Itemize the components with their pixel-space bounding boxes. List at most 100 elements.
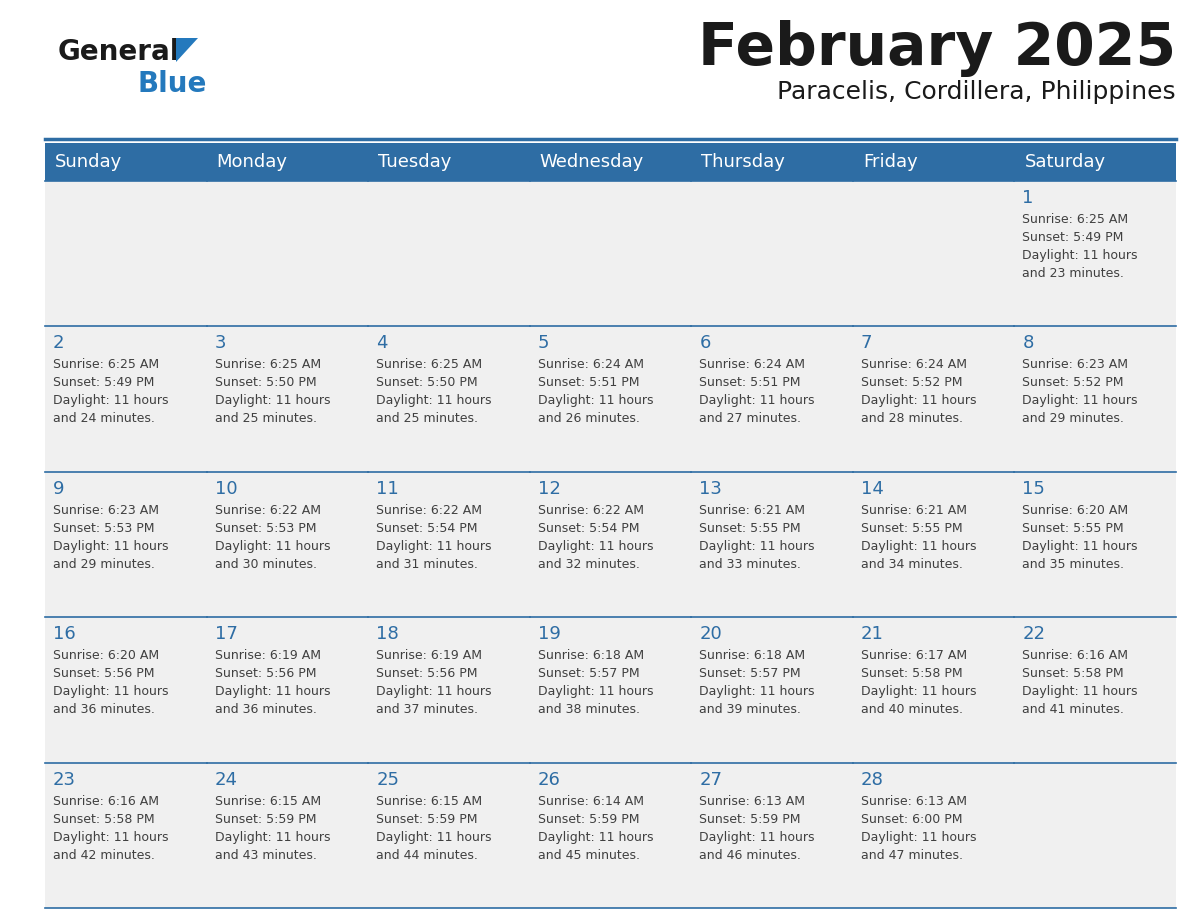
Text: Tuesday: Tuesday bbox=[378, 153, 451, 171]
Bar bbox=[207, 763, 368, 908]
Text: Paracelis, Cordillera, Philippines: Paracelis, Cordillera, Philippines bbox=[777, 80, 1176, 104]
Bar bbox=[530, 472, 691, 617]
Bar bbox=[1015, 617, 1176, 763]
Text: Sunrise: 6:16 AM
Sunset: 5:58 PM
Daylight: 11 hours
and 42 minutes.: Sunrise: 6:16 AM Sunset: 5:58 PM Dayligh… bbox=[53, 795, 169, 862]
Text: 24: 24 bbox=[215, 770, 238, 789]
Bar bbox=[207, 472, 368, 617]
Text: Sunrise: 6:21 AM
Sunset: 5:55 PM
Daylight: 11 hours
and 34 minutes.: Sunrise: 6:21 AM Sunset: 5:55 PM Dayligh… bbox=[861, 504, 977, 571]
Text: Sunrise: 6:18 AM
Sunset: 5:57 PM
Daylight: 11 hours
and 38 minutes.: Sunrise: 6:18 AM Sunset: 5:57 PM Dayligh… bbox=[538, 649, 653, 716]
Text: Sunrise: 6:23 AM
Sunset: 5:53 PM
Daylight: 11 hours
and 29 minutes.: Sunrise: 6:23 AM Sunset: 5:53 PM Dayligh… bbox=[53, 504, 169, 571]
Text: 14: 14 bbox=[861, 480, 884, 498]
Bar bbox=[691, 181, 853, 327]
Text: Sunrise: 6:19 AM
Sunset: 5:56 PM
Daylight: 11 hours
and 37 minutes.: Sunrise: 6:19 AM Sunset: 5:56 PM Dayligh… bbox=[377, 649, 492, 716]
Text: 4: 4 bbox=[377, 334, 387, 353]
Text: Sunrise: 6:13 AM
Sunset: 5:59 PM
Daylight: 11 hours
and 46 minutes.: Sunrise: 6:13 AM Sunset: 5:59 PM Dayligh… bbox=[700, 795, 815, 862]
Bar bbox=[45, 181, 207, 327]
Text: 3: 3 bbox=[215, 334, 226, 353]
Bar bbox=[853, 327, 1015, 472]
Text: Blue: Blue bbox=[138, 70, 208, 98]
Text: Sunrise: 6:25 AM
Sunset: 5:50 PM
Daylight: 11 hours
and 25 minutes.: Sunrise: 6:25 AM Sunset: 5:50 PM Dayligh… bbox=[215, 358, 330, 425]
Text: Sunrise: 6:19 AM
Sunset: 5:56 PM
Daylight: 11 hours
and 36 minutes.: Sunrise: 6:19 AM Sunset: 5:56 PM Dayligh… bbox=[215, 649, 330, 716]
Text: Sunrise: 6:22 AM
Sunset: 5:54 PM
Daylight: 11 hours
and 32 minutes.: Sunrise: 6:22 AM Sunset: 5:54 PM Dayligh… bbox=[538, 504, 653, 571]
Text: General: General bbox=[58, 38, 181, 66]
Text: 11: 11 bbox=[377, 480, 399, 498]
Text: 15: 15 bbox=[1023, 480, 1045, 498]
Text: 10: 10 bbox=[215, 480, 238, 498]
Bar bbox=[45, 617, 207, 763]
Bar bbox=[45, 327, 207, 472]
Text: 2: 2 bbox=[53, 334, 64, 353]
Bar bbox=[691, 472, 853, 617]
Text: Sunrise: 6:24 AM
Sunset: 5:51 PM
Daylight: 11 hours
and 26 minutes.: Sunrise: 6:24 AM Sunset: 5:51 PM Dayligh… bbox=[538, 358, 653, 425]
Text: 19: 19 bbox=[538, 625, 561, 644]
Bar bbox=[1015, 181, 1176, 327]
Bar bbox=[207, 181, 368, 327]
Bar bbox=[1015, 763, 1176, 908]
Text: 27: 27 bbox=[700, 770, 722, 789]
Text: Sunrise: 6:21 AM
Sunset: 5:55 PM
Daylight: 11 hours
and 33 minutes.: Sunrise: 6:21 AM Sunset: 5:55 PM Dayligh… bbox=[700, 504, 815, 571]
Text: 18: 18 bbox=[377, 625, 399, 644]
Bar bbox=[853, 472, 1015, 617]
Bar bbox=[853, 617, 1015, 763]
Text: 5: 5 bbox=[538, 334, 549, 353]
Bar bbox=[530, 617, 691, 763]
Bar bbox=[368, 472, 530, 617]
Text: Sunrise: 6:17 AM
Sunset: 5:58 PM
Daylight: 11 hours
and 40 minutes.: Sunrise: 6:17 AM Sunset: 5:58 PM Dayligh… bbox=[861, 649, 977, 716]
Text: 8: 8 bbox=[1023, 334, 1034, 353]
Text: Sunrise: 6:24 AM
Sunset: 5:51 PM
Daylight: 11 hours
and 27 minutes.: Sunrise: 6:24 AM Sunset: 5:51 PM Dayligh… bbox=[700, 358, 815, 425]
Text: 26: 26 bbox=[538, 770, 561, 789]
Text: 16: 16 bbox=[53, 625, 76, 644]
Text: Saturday: Saturday bbox=[1024, 153, 1106, 171]
Text: 25: 25 bbox=[377, 770, 399, 789]
Text: Sunrise: 6:18 AM
Sunset: 5:57 PM
Daylight: 11 hours
and 39 minutes.: Sunrise: 6:18 AM Sunset: 5:57 PM Dayligh… bbox=[700, 649, 815, 716]
Text: Sunrise: 6:23 AM
Sunset: 5:52 PM
Daylight: 11 hours
and 29 minutes.: Sunrise: 6:23 AM Sunset: 5:52 PM Dayligh… bbox=[1023, 358, 1138, 425]
Bar bbox=[368, 181, 530, 327]
Text: February 2025: February 2025 bbox=[697, 20, 1176, 77]
Text: 21: 21 bbox=[861, 625, 884, 644]
Text: 7: 7 bbox=[861, 334, 872, 353]
Bar bbox=[530, 763, 691, 908]
Text: 22: 22 bbox=[1023, 625, 1045, 644]
Bar bbox=[691, 763, 853, 908]
Bar bbox=[368, 327, 530, 472]
Bar bbox=[530, 181, 691, 327]
Text: Sunrise: 6:25 AM
Sunset: 5:49 PM
Daylight: 11 hours
and 23 minutes.: Sunrise: 6:25 AM Sunset: 5:49 PM Dayligh… bbox=[1023, 213, 1138, 280]
Text: Friday: Friday bbox=[862, 153, 917, 171]
Bar bbox=[207, 327, 368, 472]
Polygon shape bbox=[176, 38, 198, 62]
Text: Sunrise: 6:15 AM
Sunset: 5:59 PM
Daylight: 11 hours
and 43 minutes.: Sunrise: 6:15 AM Sunset: 5:59 PM Dayligh… bbox=[215, 795, 330, 862]
Text: 23: 23 bbox=[53, 770, 76, 789]
Text: 12: 12 bbox=[538, 480, 561, 498]
Text: Sunrise: 6:22 AM
Sunset: 5:54 PM
Daylight: 11 hours
and 31 minutes.: Sunrise: 6:22 AM Sunset: 5:54 PM Dayligh… bbox=[377, 504, 492, 571]
Bar bbox=[1015, 327, 1176, 472]
Text: Sunrise: 6:13 AM
Sunset: 6:00 PM
Daylight: 11 hours
and 47 minutes.: Sunrise: 6:13 AM Sunset: 6:00 PM Dayligh… bbox=[861, 795, 977, 862]
Bar bbox=[1015, 472, 1176, 617]
Text: Thursday: Thursday bbox=[701, 153, 785, 171]
Bar bbox=[45, 143, 1176, 181]
Bar bbox=[691, 617, 853, 763]
Text: 1: 1 bbox=[1023, 189, 1034, 207]
Bar bbox=[45, 763, 207, 908]
Bar bbox=[853, 181, 1015, 327]
Bar bbox=[853, 763, 1015, 908]
Bar bbox=[530, 327, 691, 472]
Text: 28: 28 bbox=[861, 770, 884, 789]
Text: Wednesday: Wednesday bbox=[539, 153, 644, 171]
Text: 17: 17 bbox=[215, 625, 238, 644]
Bar bbox=[368, 617, 530, 763]
Text: Sunrise: 6:25 AM
Sunset: 5:50 PM
Daylight: 11 hours
and 25 minutes.: Sunrise: 6:25 AM Sunset: 5:50 PM Dayligh… bbox=[377, 358, 492, 425]
Text: Sunday: Sunday bbox=[55, 153, 122, 171]
Bar bbox=[691, 327, 853, 472]
Text: 20: 20 bbox=[700, 625, 722, 644]
Text: Sunrise: 6:14 AM
Sunset: 5:59 PM
Daylight: 11 hours
and 45 minutes.: Sunrise: 6:14 AM Sunset: 5:59 PM Dayligh… bbox=[538, 795, 653, 862]
Text: 6: 6 bbox=[700, 334, 710, 353]
Text: Monday: Monday bbox=[216, 153, 287, 171]
Text: Sunrise: 6:22 AM
Sunset: 5:53 PM
Daylight: 11 hours
and 30 minutes.: Sunrise: 6:22 AM Sunset: 5:53 PM Dayligh… bbox=[215, 504, 330, 571]
Text: Sunrise: 6:24 AM
Sunset: 5:52 PM
Daylight: 11 hours
and 28 minutes.: Sunrise: 6:24 AM Sunset: 5:52 PM Dayligh… bbox=[861, 358, 977, 425]
Text: 9: 9 bbox=[53, 480, 64, 498]
Bar bbox=[207, 617, 368, 763]
Text: Sunrise: 6:25 AM
Sunset: 5:49 PM
Daylight: 11 hours
and 24 minutes.: Sunrise: 6:25 AM Sunset: 5:49 PM Dayligh… bbox=[53, 358, 169, 425]
Text: Sunrise: 6:20 AM
Sunset: 5:56 PM
Daylight: 11 hours
and 36 minutes.: Sunrise: 6:20 AM Sunset: 5:56 PM Dayligh… bbox=[53, 649, 169, 716]
Text: Sunrise: 6:15 AM
Sunset: 5:59 PM
Daylight: 11 hours
and 44 minutes.: Sunrise: 6:15 AM Sunset: 5:59 PM Dayligh… bbox=[377, 795, 492, 862]
Bar bbox=[368, 763, 530, 908]
